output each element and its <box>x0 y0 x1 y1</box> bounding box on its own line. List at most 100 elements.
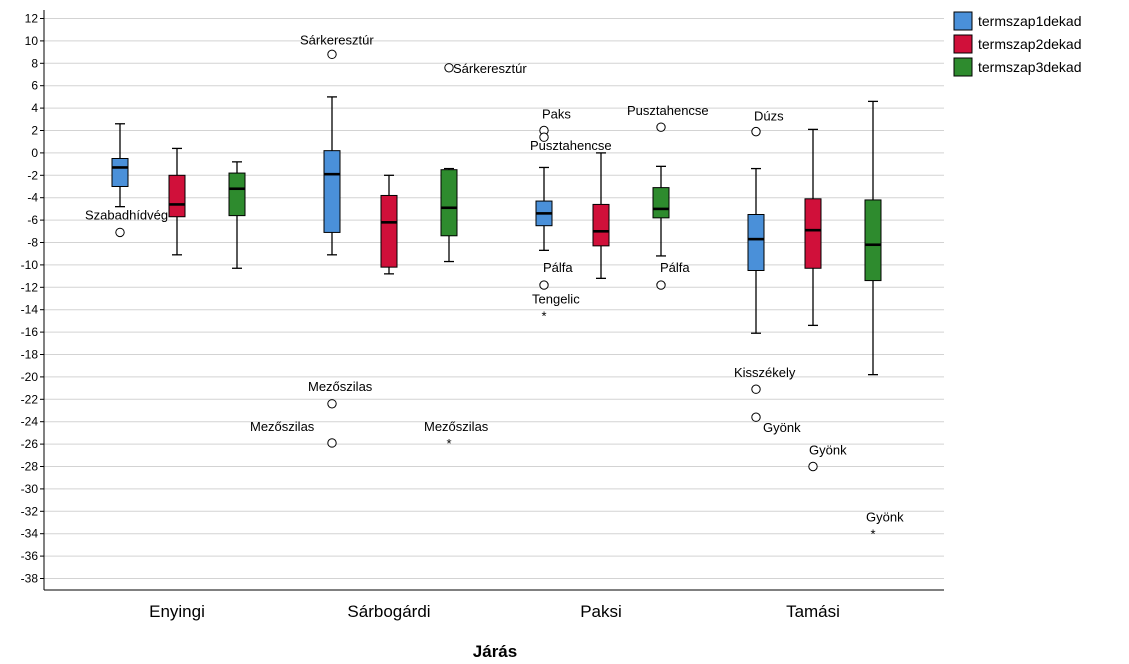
box-termszap1dekad-Sárbogárdi <box>323 96 341 256</box>
y-tick-label: -34 <box>21 527 39 541</box>
outlier-label: Szabadhídvég <box>85 207 168 222</box>
legend-swatch <box>953 11 973 31</box>
outlier-label: Sárkeresztúr <box>453 61 527 76</box>
outlier-label: Tengelic <box>532 291 580 306</box>
box-iqr <box>380 194 398 268</box>
outlier-label: Pusztahencse <box>530 138 612 153</box>
box-iqr <box>228 172 246 217</box>
y-tick-label: 0 <box>31 146 38 160</box>
outlier-label: Pálfa <box>660 260 690 275</box>
box-termszap1dekad-Tamási <box>747 167 765 334</box>
box-iqr <box>864 199 882 282</box>
box-iqr <box>440 169 458 237</box>
y-tick-label: -30 <box>21 482 39 496</box>
outlier-label: Dúzs <box>754 109 784 124</box>
y-tick-label: 4 <box>31 101 38 115</box>
y-tick-label: -18 <box>21 348 39 362</box>
y-tick-label: -4 <box>27 191 38 205</box>
y-tick-label: -28 <box>21 460 39 474</box>
y-tick-label: -26 <box>21 437 39 451</box>
box-termszap1dekad-Paksi <box>535 166 553 251</box>
outlier-circle-marker <box>656 122 666 132</box>
y-tick-label: 6 <box>31 79 38 93</box>
y-tick-label: -6 <box>27 213 38 227</box>
outliers: Szabadhídvég Sárkeresztúr Sárkeresztúr Mező… <box>85 32 904 541</box>
x-category-label: Paksi <box>580 602 622 621</box>
y-tick-label: -12 <box>21 280 39 294</box>
legend-label: termszap3dekad <box>978 59 1082 75</box>
legend-swatch <box>953 34 973 54</box>
box-iqr <box>747 214 765 271</box>
x-category-label: Sárbogárdi <box>347 602 430 621</box>
outlier-circle-marker <box>327 49 337 60</box>
outlier-star-marker: * <box>446 436 451 451</box>
outlier-label: Paks <box>542 107 571 122</box>
outlier-label: Gyönk <box>809 443 847 458</box>
y-tick-label: -2 <box>27 168 38 182</box>
y-tick-label: -24 <box>21 415 39 429</box>
y-axis: 12 10 8 6 4 2 0 -2 -4 -6 -8 -10 -12 -14 -16 -18 -20 -22 -2… <box>21 10 944 591</box>
x-category-label: Tamási <box>786 602 840 621</box>
y-tick-label: -20 <box>21 370 39 384</box>
box-iqr <box>111 158 129 187</box>
outlier-label: Mezőszilas <box>250 419 315 434</box>
y-tick-label: -16 <box>21 325 39 339</box>
y-tick-label: -10 <box>21 258 39 272</box>
box-termszap3dekad-Paksi <box>652 165 670 257</box>
box-termszap2dekad-Tamási <box>804 128 822 327</box>
outlier-label: Pálfa <box>543 260 573 275</box>
box-termszap2dekad-Paksi <box>592 152 610 279</box>
outlier-circle-marker <box>656 280 666 290</box>
box-termszap3dekad-Sárbogárdi <box>440 167 458 263</box>
legend-label: termszap1dekad <box>978 13 1082 29</box>
box-iqr <box>652 187 670 219</box>
outlier-label: Mezőszilas <box>424 419 489 434</box>
outlier-label: Sárkeresztúr <box>300 32 374 47</box>
outlier-star-marker: * <box>541 308 546 323</box>
y-tick-label: 12 <box>25 12 39 26</box>
outlier-label: Mezőszilas <box>308 379 373 394</box>
x-category-label: Enyingi <box>149 602 205 621</box>
y-tick-label: 8 <box>31 56 38 70</box>
outlier-circle-marker <box>539 280 549 290</box>
outlier-circle-marker <box>808 461 818 472</box>
grid-lines <box>44 18 944 579</box>
box-iqr <box>804 198 822 269</box>
y-tick-label: -8 <box>27 236 38 250</box>
box-iqr <box>323 150 341 233</box>
outlier-label: Gyönk <box>866 510 904 525</box>
outlier-label: Gyönk <box>763 420 801 435</box>
outlier-circle-marker <box>327 438 337 448</box>
outlier-circle-marker <box>539 132 549 142</box>
legend: termszap1dekad termszap2dekad termszap3dek… <box>953 11 1082 77</box>
outlier-circle-marker <box>327 399 337 409</box>
outlier-star-marker: * <box>870 527 875 542</box>
box-iqr <box>592 203 610 247</box>
outlier-label: Kisszékely <box>734 365 796 380</box>
box-termszap1dekad-Enyingi <box>111 123 129 208</box>
box-series <box>111 96 882 376</box>
x-axis-categories: Enyingi Sárbogárdi Paksi Tamási <box>149 602 840 621</box>
box-termszap2dekad-Enyingi <box>168 147 186 256</box>
box-termszap2dekad-Sárbogárdi <box>380 174 398 275</box>
box-termszap3dekad-Enyingi <box>228 161 246 269</box>
y-tick-label: -32 <box>21 504 39 518</box>
box-iqr <box>168 174 186 218</box>
outlier-circle-marker <box>444 63 454 73</box>
y-tick-label: -14 <box>21 303 39 317</box>
outlier-circle-marker <box>115 227 125 238</box>
y-tick-label: -22 <box>21 392 39 406</box>
box-termszap3dekad-Tamási <box>864 100 882 376</box>
y-tick-label: 10 <box>25 34 39 48</box>
legend-label: termszap2dekad <box>978 36 1082 52</box>
outlier-circle-marker <box>751 126 761 137</box>
outlier-circle-marker <box>751 384 761 394</box>
legend-swatch <box>953 57 973 77</box>
outlier-circle-marker <box>751 412 761 422</box>
y-tick-label: -38 <box>21 572 39 586</box>
y-tick-label: -36 <box>21 549 39 563</box>
outlier-label: Pusztahencse <box>627 103 709 118</box>
y-tick-label: 2 <box>31 124 38 138</box>
x-axis-title: Járás <box>473 642 517 661</box>
